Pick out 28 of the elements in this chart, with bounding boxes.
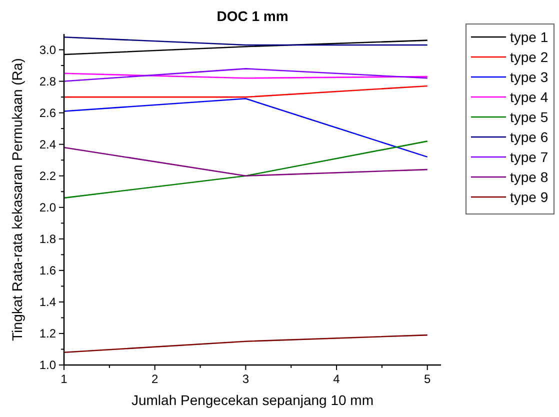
y-tick-label: 1.8 [39,232,56,246]
legend-label: type 7 [510,149,548,165]
x-tick-label: 1 [60,372,68,386]
y-tick-label: 1.6 [39,263,56,278]
legend-label: type 6 [510,129,548,145]
x-tick-label: 5 [424,372,432,386]
y-axis-title: Tingkat Rata-rata kekasaran Permukaan (Ra) [9,58,25,341]
y-tick-label: 1.2 [39,326,56,340]
y-tick-label: 2.2 [39,168,56,183]
x-axis-title: Jumlah Pengecekan sepanjang 10 mm [131,392,374,408]
legend-label: type 1 [510,29,548,45]
y-tick-label: 1.0 [39,358,56,372]
legend-label: type 8 [510,169,548,185]
y-tick-label: 2.0 [39,200,56,214]
y-tick-label: 2.8 [39,74,56,88]
x-tick-label: 4 [333,372,340,386]
y-tick-label: 1.4 [39,294,56,309]
y-tick-label: 3.0 [39,42,56,57]
y-tick-label: 2.4 [39,137,56,152]
legend-label: type 4 [510,89,548,105]
chart-title: DOC 1 mm [216,8,288,24]
legend-label: type 2 [510,49,548,65]
legend-label: type 3 [510,69,548,85]
y-tick-label: 2.6 [39,106,56,120]
legend-label: type 5 [510,109,548,125]
x-tick-label: 3 [242,372,250,386]
x-tick-label: 2 [152,372,158,386]
legend-label: type 9 [510,189,548,205]
